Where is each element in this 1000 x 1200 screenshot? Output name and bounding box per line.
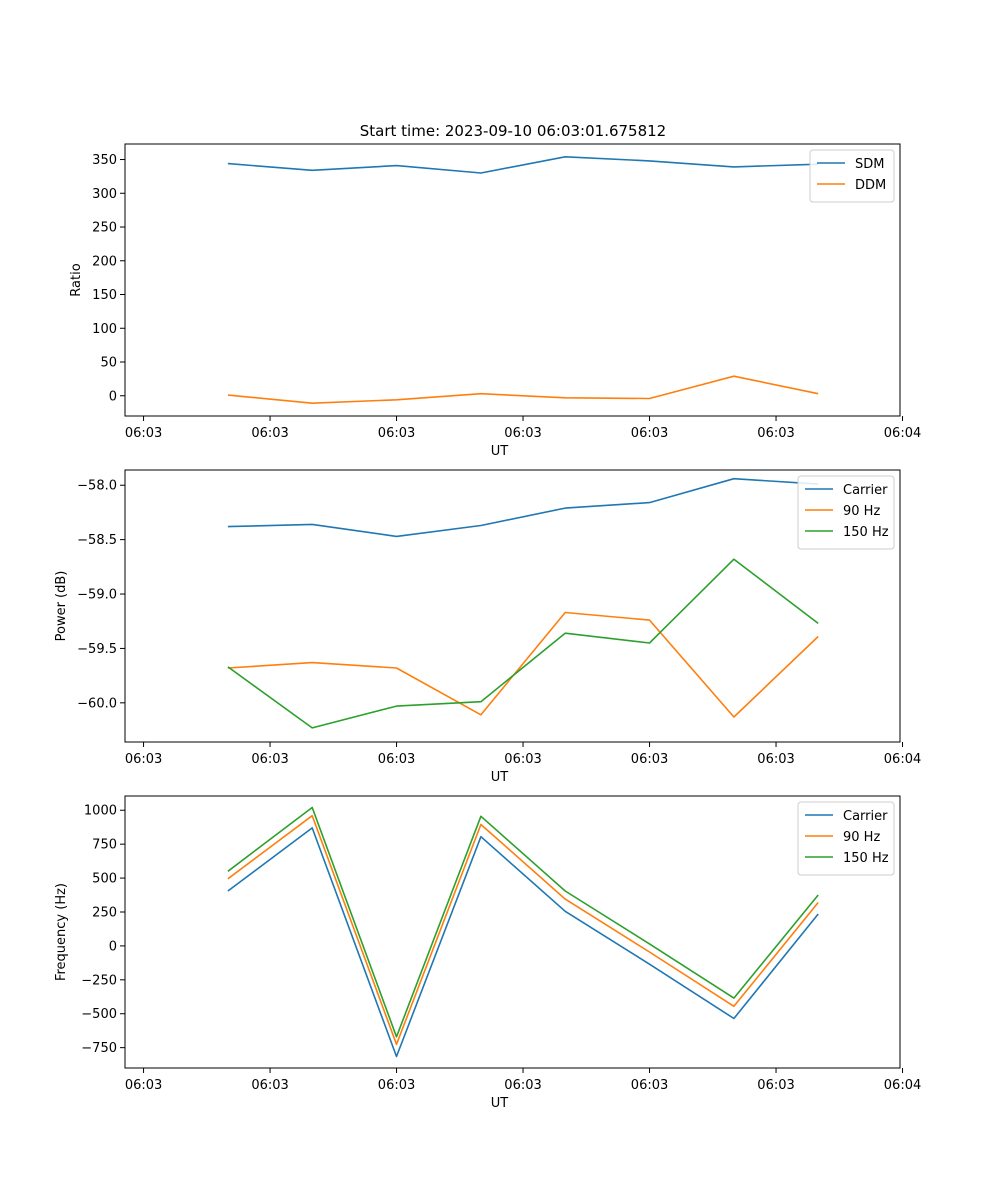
y-axis-label: Ratio bbox=[69, 263, 84, 296]
series-line-150-hz bbox=[227, 558, 819, 729]
y-tick-label: −250 bbox=[81, 973, 117, 988]
y-tick-label: 750 bbox=[92, 838, 117, 853]
plot-frame bbox=[124, 469, 901, 743]
series-line-carrier bbox=[227, 477, 819, 538]
plot-frame bbox=[124, 795, 901, 1069]
x-tick-label: 06:03 bbox=[251, 426, 288, 441]
y-tick-label: −59.0 bbox=[77, 588, 117, 603]
legend: SDM DDM bbox=[809, 149, 895, 203]
series-line-carrier bbox=[227, 827, 819, 1058]
x-tick-label: 06:03 bbox=[378, 1078, 415, 1093]
x-tick-label: 06:03 bbox=[757, 1078, 794, 1093]
series-line-ddm bbox=[227, 375, 819, 405]
y-tick-label: 250 bbox=[92, 221, 117, 236]
x-tick-label: 06:03 bbox=[757, 752, 794, 767]
x-tick-label: 06:03 bbox=[757, 426, 794, 441]
y-tick-label: −59.5 bbox=[77, 642, 117, 657]
legend: Carrier 90 Hz 150 Hz bbox=[797, 475, 895, 550]
y-tick-label: 0 bbox=[109, 939, 117, 954]
y-tick-label: −750 bbox=[81, 1041, 117, 1056]
y-tick-label: 100 bbox=[92, 322, 117, 337]
x-tick-label: 06:03 bbox=[631, 1078, 668, 1093]
chart-frequency: −750 −500 −250 0 250 500 750 1000 06:03 06:03 06:0… bbox=[54, 795, 921, 1111]
x-tick-label: 06:03 bbox=[125, 426, 162, 441]
x-tick-label: 06:04 bbox=[884, 426, 921, 441]
y-tick-label: 150 bbox=[92, 288, 117, 303]
y-axis-label: Frequency (Hz) bbox=[54, 883, 69, 981]
y-axis-label: Power (dB) bbox=[54, 571, 69, 642]
x-tick-label: 06:03 bbox=[378, 426, 415, 441]
legend-label: 150 Hz bbox=[843, 851, 889, 866]
x-tick-label: 06:04 bbox=[884, 1078, 921, 1093]
y-tick-label: −58.0 bbox=[77, 479, 117, 494]
x-axis-label: UT bbox=[491, 770, 509, 785]
x-tick-label: 06:03 bbox=[504, 1078, 541, 1093]
x-tick-label: 06:04 bbox=[884, 752, 921, 767]
legend: Carrier 90 Hz 150 Hz bbox=[797, 801, 895, 876]
y-tick-label: 50 bbox=[100, 356, 117, 371]
y-tick-label: 1000 bbox=[84, 804, 117, 819]
chart-title: Start time: 2023-09-10 06:03:01.675812 bbox=[360, 122, 666, 140]
x-tick-label: 06:03 bbox=[251, 1078, 288, 1093]
y-tick-label: −58.5 bbox=[77, 533, 117, 548]
chart-ratio: 0 50 100 150 200 250 300 350 06:03 06:03 06:03 06:0… bbox=[69, 143, 921, 459]
x-axis-label: UT bbox=[491, 1096, 509, 1111]
y-tick-label: −60.0 bbox=[77, 696, 117, 711]
legend-label: SDM bbox=[855, 157, 884, 172]
x-tick-label: 06:03 bbox=[125, 752, 162, 767]
legend-label: Carrier bbox=[843, 809, 888, 824]
x-tick-label: 06:03 bbox=[125, 1078, 162, 1093]
x-tick-label: 06:03 bbox=[251, 752, 288, 767]
series-line-90-hz bbox=[227, 611, 819, 718]
x-tick-label: 06:03 bbox=[631, 752, 668, 767]
legend-label: 150 Hz bbox=[843, 525, 889, 540]
y-tick-label: 500 bbox=[92, 872, 117, 887]
legend-label: Carrier bbox=[843, 483, 888, 498]
x-tick-label: 06:03 bbox=[504, 752, 541, 767]
y-tick-label: 350 bbox=[92, 153, 117, 168]
x-tick-label: 06:03 bbox=[504, 426, 541, 441]
x-axis-label: UT bbox=[491, 444, 509, 459]
y-tick-label: 250 bbox=[92, 905, 117, 920]
series-line-150-hz bbox=[227, 806, 819, 1038]
y-tick-label: 0 bbox=[109, 389, 117, 404]
y-tick-label: 300 bbox=[92, 187, 117, 202]
legend-label: 90 Hz bbox=[843, 504, 880, 519]
y-tick-label: −500 bbox=[81, 1007, 117, 1022]
plot-frame bbox=[124, 143, 901, 417]
series-line-90-hz bbox=[227, 814, 819, 1046]
series-line-sdm bbox=[227, 156, 819, 174]
legend-label: 90 Hz bbox=[843, 830, 880, 845]
legend-label: DDM bbox=[855, 178, 886, 193]
y-tick-label: 200 bbox=[92, 254, 117, 269]
x-tick-label: 06:03 bbox=[378, 752, 415, 767]
x-tick-label: 06:03 bbox=[631, 426, 668, 441]
chart-power: −60.0 −59.5 −59.0 −58.5 −58.0 06:03 06:03 06:03… bbox=[54, 469, 921, 785]
